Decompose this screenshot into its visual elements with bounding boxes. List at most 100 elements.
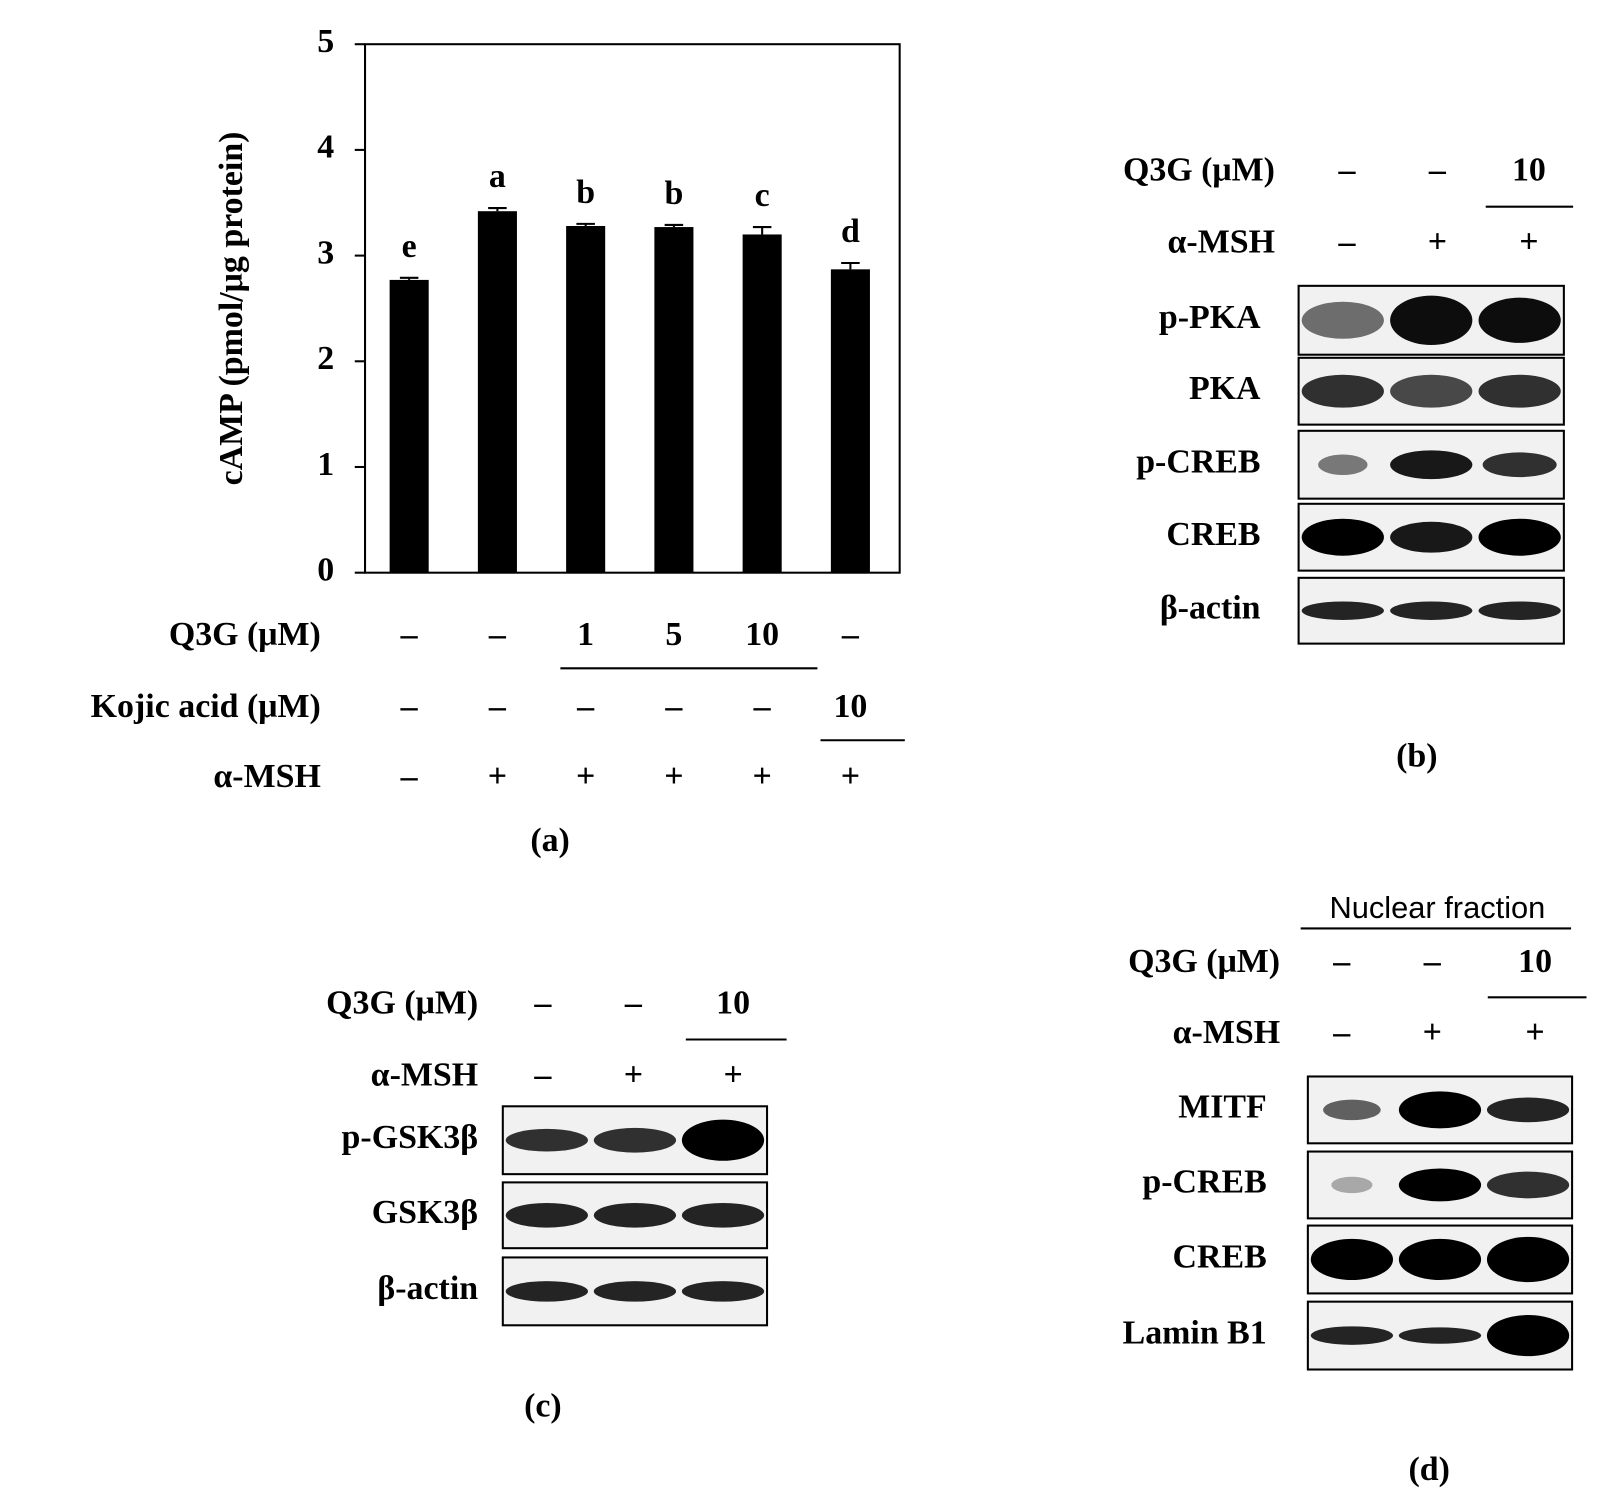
treatment-value: –	[488, 688, 507, 725]
treatment-value: 1	[577, 616, 594, 653]
blot-band	[681, 1281, 765, 1302]
bar	[742, 234, 782, 573]
blot-label: p-PKA	[1159, 299, 1261, 336]
error-bar	[576, 222, 595, 227]
error-bar	[841, 261, 860, 270]
plot-frame	[364, 43, 901, 574]
fraction-header: Nuclear fraction	[1329, 890, 1545, 925]
treatment-label: Q3G (μM)	[1128, 943, 1280, 980]
treatment-value: 10	[745, 616, 779, 653]
treatment-value: –	[400, 688, 419, 725]
treatment-value: 10	[1512, 152, 1546, 189]
treatment-value: –	[624, 984, 643, 1021]
blot-band	[1323, 1099, 1381, 1121]
treatment-value: –	[400, 616, 419, 653]
blot-band	[1478, 601, 1561, 620]
blot-band	[1331, 1176, 1373, 1194]
treatment-value: +	[1525, 1014, 1544, 1051]
treatment-value: 10	[1518, 943, 1552, 980]
treatment-value: 10	[716, 984, 750, 1021]
blot-label: GSK3β	[372, 1194, 478, 1231]
bar	[477, 211, 517, 573]
blot-band	[1486, 1236, 1570, 1283]
y-tick-label: 0	[317, 551, 334, 588]
y-tick-label: 4	[317, 129, 334, 166]
treatment-value: +	[488, 758, 507, 795]
blot-band	[1478, 374, 1561, 408]
blot-band	[1301, 301, 1384, 339]
treatment-value: –	[1337, 152, 1356, 189]
blot-band	[1390, 601, 1473, 620]
y-tick-label: 3	[317, 234, 334, 271]
treatment-label: α-MSH	[1168, 223, 1275, 260]
error-bar	[488, 207, 507, 212]
panel-caption: (a)	[530, 822, 570, 859]
blot-band	[1486, 1171, 1570, 1199]
blot-band	[1486, 1315, 1570, 1357]
error-bar	[752, 226, 772, 235]
blot-band	[1318, 454, 1368, 476]
blot-band	[1390, 374, 1473, 408]
significance-letter: a	[489, 158, 506, 195]
blot-label: PKA	[1189, 370, 1261, 407]
y-axis-label: cAMP (pmol/μg protein)	[213, 132, 250, 486]
treatment-label: Q3G (μM)	[1123, 152, 1275, 189]
treatment-value: –	[1428, 152, 1447, 189]
blot-band	[681, 1202, 765, 1228]
blot-band	[1310, 1326, 1394, 1345]
blot-band	[505, 1281, 588, 1302]
treatment-label: α-MSH	[213, 758, 320, 795]
blot-band	[505, 1128, 588, 1152]
blot-band	[1398, 1168, 1482, 1202]
panel-caption: (c)	[524, 1387, 562, 1424]
treatment-value: +	[576, 758, 595, 795]
treatment-value: +	[1519, 223, 1538, 260]
treatment-value: –	[1332, 943, 1351, 980]
blot-band	[1478, 297, 1561, 343]
blot-band	[1398, 1327, 1482, 1344]
blot-label: p-CREB	[1136, 444, 1260, 481]
error-bar	[399, 276, 419, 280]
treatment-value: +	[1423, 1014, 1442, 1051]
treatment-value: –	[488, 616, 507, 653]
blot-label: p-CREB	[1142, 1164, 1266, 1201]
y-tick-label: 1	[317, 446, 334, 483]
treatment-value: 5	[665, 616, 682, 653]
blot-band	[1301, 374, 1384, 408]
y-tick-label: 5	[317, 23, 334, 60]
treatment-value: –	[664, 688, 683, 725]
blot-band	[1398, 1238, 1482, 1281]
blot-band	[593, 1281, 677, 1302]
treatment-value: –	[1423, 943, 1442, 980]
blot-band	[1482, 452, 1557, 478]
bar	[566, 226, 606, 573]
blot-label: MITF	[1178, 1089, 1267, 1126]
panel-caption: (d)	[1408, 1451, 1449, 1488]
y-tick-label: 2	[317, 340, 334, 377]
significance-letter: d	[841, 213, 860, 250]
blot-band	[593, 1202, 677, 1228]
blot-band	[1390, 521, 1473, 553]
blot-band	[1310, 1238, 1394, 1281]
treatment-value: +	[752, 758, 771, 795]
blot-label: p-GSK3β	[342, 1119, 479, 1156]
blot-band	[1301, 518, 1384, 556]
blot-band	[1486, 1097, 1570, 1123]
bar	[389, 279, 429, 573]
treatment-value: –	[533, 1056, 552, 1093]
error-bar	[664, 223, 684, 228]
blot-band	[593, 1127, 677, 1153]
significance-letter: e	[402, 228, 417, 265]
treatment-value: +	[664, 758, 683, 795]
treatment-label: Kojic acid (μM)	[91, 688, 321, 725]
blot-label: Lamin B1	[1123, 1314, 1267, 1351]
treatment-value: +	[723, 1056, 742, 1093]
treatment-value: –	[841, 616, 860, 653]
blot-label: CREB	[1173, 1238, 1267, 1275]
blot-band	[1390, 450, 1473, 480]
blot-band	[505, 1202, 588, 1228]
blot-band	[681, 1119, 765, 1161]
blot-label: β-actin	[1160, 590, 1261, 627]
